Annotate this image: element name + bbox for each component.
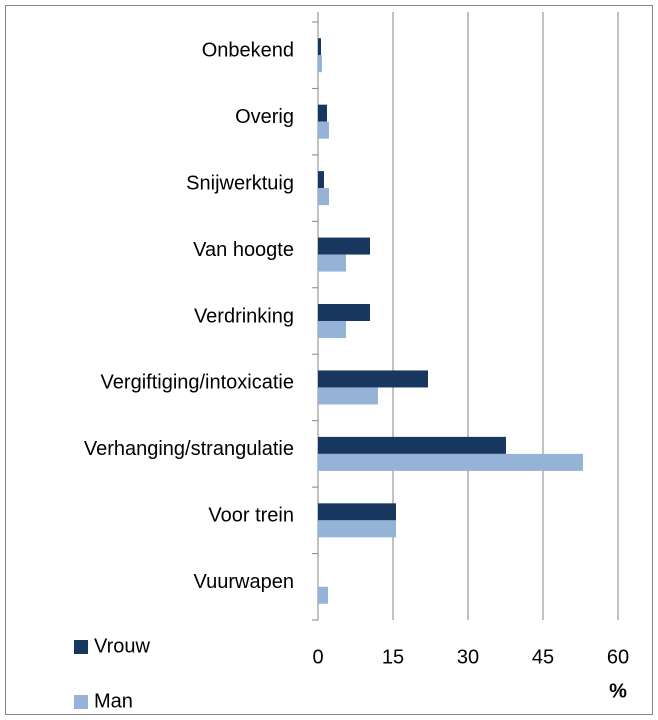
x-axis-label: % bbox=[609, 680, 627, 702]
legend-swatch bbox=[74, 695, 88, 709]
bar bbox=[318, 237, 370, 255]
x-tick-label: 30 bbox=[457, 646, 479, 668]
bar bbox=[318, 453, 583, 471]
y-tick-label: Verhanging/strangulatie bbox=[84, 438, 294, 460]
y-tick-label: Snijwerktuig bbox=[186, 172, 294, 194]
bar bbox=[318, 188, 329, 206]
y-tick-label: Onbekend bbox=[202, 40, 294, 62]
chart-border bbox=[5, 5, 653, 715]
x-tick-label: 15 bbox=[382, 646, 404, 668]
y-tick-label: Van hoogte bbox=[193, 239, 294, 261]
bar bbox=[318, 254, 346, 272]
bar bbox=[318, 520, 396, 538]
legend-label: Vrouw bbox=[94, 635, 151, 657]
bar bbox=[318, 586, 328, 604]
bar bbox=[318, 503, 396, 521]
x-tick-label: 45 bbox=[532, 646, 554, 668]
legend-swatch bbox=[74, 640, 88, 654]
bar bbox=[318, 387, 378, 405]
y-tick-label: Overig bbox=[235, 106, 294, 128]
x-tick-label: 60 bbox=[607, 646, 629, 668]
bar bbox=[318, 370, 428, 388]
x-tick-label: 0 bbox=[312, 646, 323, 668]
y-tick-label: Verdrinking bbox=[194, 305, 294, 327]
bar bbox=[318, 304, 370, 321]
bar bbox=[318, 38, 321, 56]
bar bbox=[318, 121, 329, 139]
y-tick-label: Vergiftiging/intoxicatie bbox=[101, 372, 294, 394]
y-tick-label: Vuurwapen bbox=[194, 571, 294, 593]
bar bbox=[318, 321, 346, 338]
y-tick-label: Voor trein bbox=[208, 505, 294, 527]
bar bbox=[318, 55, 322, 73]
bar bbox=[318, 436, 506, 454]
legend-label: Man bbox=[94, 690, 133, 712]
bar bbox=[318, 104, 327, 122]
bar bbox=[318, 171, 324, 189]
